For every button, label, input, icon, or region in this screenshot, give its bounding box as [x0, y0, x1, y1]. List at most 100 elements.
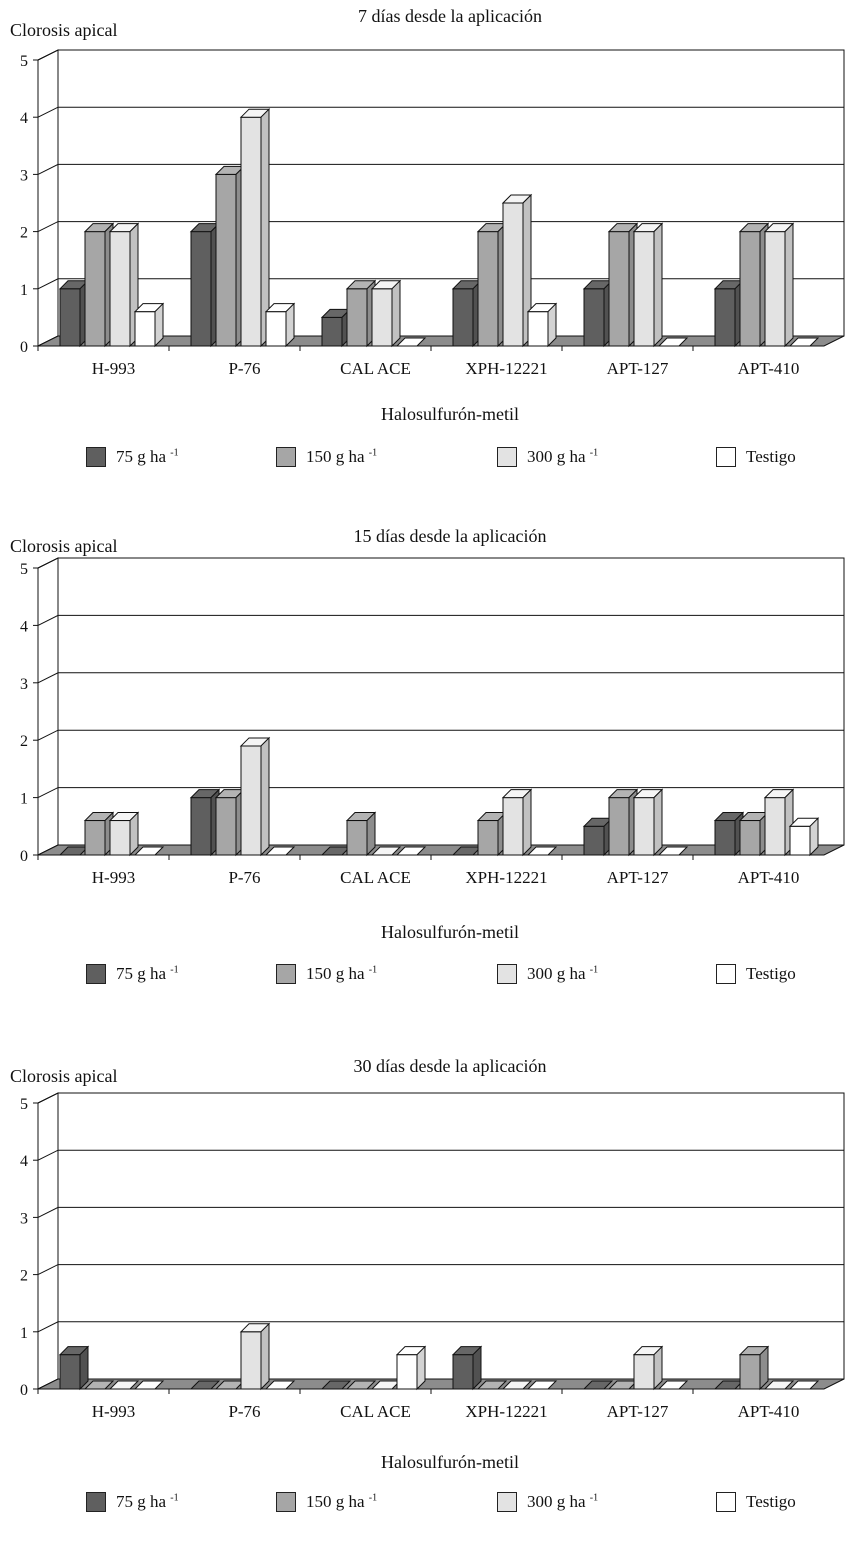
y-tick-label: 4: [20, 618, 28, 635]
bar-side: [654, 224, 662, 346]
bar-side: [785, 224, 793, 346]
bar: [634, 224, 662, 346]
bar: [503, 195, 531, 346]
bar: [110, 813, 138, 855]
bar: [453, 1347, 481, 1389]
bar-front: [347, 289, 367, 346]
legend-swatch: [86, 447, 106, 467]
y-tick-label: 5: [20, 53, 28, 70]
chart-panel-15-dias: Clorosis apical 15 días desde la aplicac…: [0, 520, 864, 1020]
bar-side: [548, 304, 556, 346]
legend-label: 75 g ha -1: [116, 447, 179, 467]
legend-label: 300 g ha -1: [527, 964, 598, 984]
bar-front: [740, 821, 760, 855]
bar-front: [110, 821, 130, 855]
y-tick-label: 2: [20, 225, 28, 242]
x-axis-title: Halosulfurón-metil: [0, 1452, 864, 1473]
x-tick-label: P-76: [228, 1402, 260, 1421]
legend: 75 g ha -1 150 g ha -1 300 g ha -1 Testi…: [0, 447, 864, 477]
legend-swatch: [716, 1492, 736, 1512]
x-tick-label: P-76: [228, 359, 260, 378]
x-tick-label: XPH-12221: [465, 1402, 547, 1421]
bar: [191, 224, 219, 346]
x-tick-label: APT-410: [738, 359, 800, 378]
bar: [216, 166, 244, 346]
bar: [60, 1347, 88, 1389]
bar: [85, 813, 113, 855]
bar-front: [453, 1355, 473, 1389]
legend-item-testigo: Testigo: [716, 964, 796, 984]
bar-side: [367, 813, 375, 855]
legend-swatch: [276, 1492, 296, 1512]
x-tick-label: APT-127: [607, 1402, 669, 1421]
bar-side: [760, 1347, 768, 1389]
bar: [397, 1347, 425, 1389]
bar-side: [654, 1347, 662, 1389]
y-tick-label: 0: [20, 848, 28, 865]
bar-front: [478, 821, 498, 855]
x-axis-title: Halosulfurón-metil: [0, 404, 864, 425]
legend-label: Testigo: [746, 1492, 796, 1512]
legend-swatch: [497, 447, 517, 467]
bar-front: [740, 232, 760, 346]
x-tick-label: CAL ACE: [340, 1402, 411, 1421]
bar: [740, 813, 768, 855]
bar: [740, 224, 768, 346]
bar: [266, 304, 294, 346]
y-tick-label: 4: [20, 110, 28, 127]
bar: [503, 790, 531, 855]
x-tick-label: H-993: [92, 1402, 135, 1421]
bar: [478, 224, 506, 346]
bar-front: [347, 821, 367, 855]
y-tick-label: 3: [20, 1210, 28, 1227]
bar-front: [715, 821, 735, 855]
bar-side: [523, 790, 531, 855]
bar: [347, 281, 375, 346]
bar: [740, 1347, 768, 1389]
legend-label: Testigo: [746, 964, 796, 984]
y-tick-label: 4: [20, 1153, 28, 1170]
legend: 75 g ha -1 150 g ha -1 300 g ha -1 Testi…: [0, 964, 864, 994]
bar-front: [372, 289, 392, 346]
bar-side: [286, 304, 294, 346]
bar-front: [216, 798, 236, 855]
bar: [85, 224, 113, 346]
bar-front: [60, 289, 80, 346]
x-tick-label: CAL ACE: [340, 359, 411, 378]
bar: [634, 790, 662, 855]
legend-label: 150 g ha -1: [306, 964, 377, 984]
bar-front: [634, 1355, 654, 1389]
y-tick-label: 1: [20, 1325, 28, 1342]
y-tick-label: 3: [20, 167, 28, 184]
bar: [609, 224, 637, 346]
legend-label: 300 g ha -1: [527, 447, 598, 467]
bar: [135, 304, 163, 346]
bar-side: [155, 304, 163, 346]
bar-front: [241, 117, 261, 346]
bar: [715, 813, 743, 855]
legend-swatch: [716, 964, 736, 984]
plot-side-wall: [38, 1093, 58, 1389]
legend-item-300: 300 g ha -1: [497, 447, 598, 467]
legend-label: Testigo: [746, 447, 796, 467]
bar: [765, 224, 793, 346]
bar-front: [609, 232, 629, 346]
bar-front: [765, 798, 785, 855]
legend-item-75: 75 g ha -1: [86, 1492, 179, 1512]
bar: [584, 818, 612, 855]
x-tick-label: H-993: [92, 868, 135, 887]
bar-front: [584, 289, 604, 346]
legend-item-75: 75 g ha -1: [86, 964, 179, 984]
bar-front: [241, 1332, 261, 1389]
bar-front: [634, 232, 654, 346]
bar-front: [478, 232, 498, 346]
bar: [60, 281, 88, 346]
bar-front: [609, 798, 629, 855]
y-tick-label: 0: [20, 339, 28, 356]
bar: [241, 738, 269, 855]
legend-label: 150 g ha -1: [306, 1492, 377, 1512]
bar-front: [528, 312, 548, 346]
